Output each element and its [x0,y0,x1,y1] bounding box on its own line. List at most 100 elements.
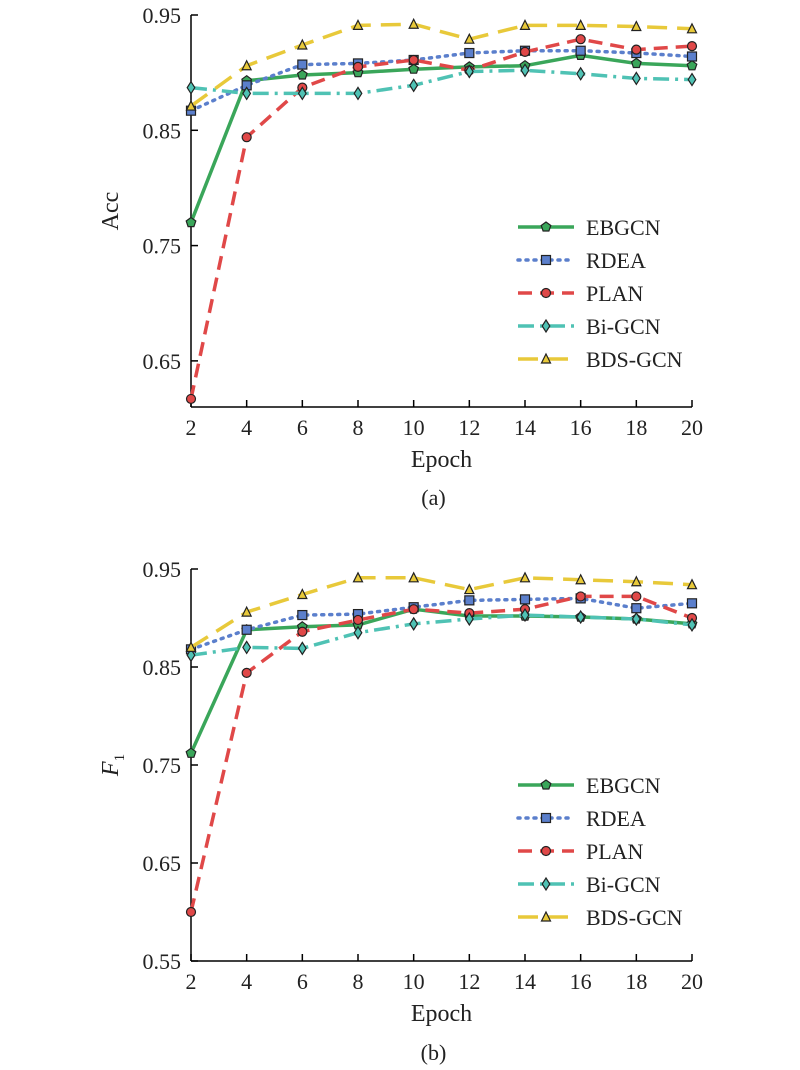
bi-gcn-point-1 [242,86,252,101]
plan-point-9 [686,41,698,52]
bi-gcn-point-7 [576,66,586,81]
series-line [189,596,694,652]
series-line [189,594,693,913]
bi-gcn-point-5 [464,611,474,627]
bds-gcn-point-2 [296,588,308,600]
series-line [190,613,693,657]
bds-gcn-point-3 [352,19,364,30]
x-tick-label: 14 [514,415,536,440]
x-tick-label: 18 [625,969,647,994]
x-tick-label: 18 [625,415,647,440]
ebgcn-point-0 [185,216,197,228]
x-tick-label: 10 [403,969,425,994]
rdea-point-1 [241,624,252,635]
legend-label: BDS-GCN [586,905,683,930]
plan-point-4 [408,604,419,615]
legend-label: BDS-GCN [586,347,683,372]
x-tick-label: 14 [514,969,536,994]
bds-gcn-point-6 [519,19,531,30]
legend-label: Bi-GCN [586,314,661,339]
x-tick-label: 4 [241,969,252,994]
legend-bi-gcn-point-0 [541,318,551,334]
ebgcn-point-4 [408,63,420,74]
x-tick-label: 12 [458,415,480,440]
bds-gcn-point-9 [686,22,698,34]
y-tick-label: 0.85 [143,655,182,680]
bds-gcn-point-5 [463,32,475,44]
plan-point-3 [352,61,364,72]
y-tick-label: 0.75 [143,753,182,778]
rdea-point-9 [686,51,698,62]
legend-plan-point-0 [540,845,552,857]
chart-panel-a: 0.65 0.75 0.85 0.95 2 4 6 8 10 12 14 16 18 20 Epoch Acc… [98,3,703,510]
bi-gcn-point-6 [520,63,530,78]
y-axis-title: Acc [98,192,124,231]
bds-gcn-point-0 [185,641,197,653]
ebgcn-point-9 [686,59,698,71]
x-tick-label: 4 [241,415,252,440]
legend-bds-gcn-point-0 [540,352,552,364]
series-bds-gcn [185,571,698,653]
bi-gcn-point-3 [353,86,363,101]
plan-point-4 [408,54,419,66]
legend-rdea-point-0 [540,812,552,824]
bds-gcn-point-4 [408,571,420,583]
panel-caption: (b) [421,1040,447,1065]
bi-gcn-point-8 [631,611,641,627]
y-tick-label: 0.55 [143,949,182,974]
bi-gcn-point-2 [297,86,307,101]
legend-label: EBGCN [586,773,661,798]
series-line [190,576,693,649]
series-line [189,48,694,113]
rdea-point-7 [575,45,586,56]
legend-label: PLAN [586,281,644,306]
bi-gcn-point-9 [687,72,697,87]
bi-gcn-point-1 [242,640,252,655]
bi-gcn-point-8 [631,71,641,86]
x-tick-label: 6 [297,969,308,994]
y-axis-title: F1 [98,754,128,777]
plan-point-3 [352,614,364,626]
bi-gcn-point-7 [576,609,586,625]
series-bi-gcn [186,607,697,663]
legend-ebgcn-point-0 [540,221,552,232]
panel-caption: (a) [421,485,445,510]
legend-bi-gcn-point-0 [541,876,551,892]
series-ebgcn [185,603,698,758]
x-tick-label: 2 [186,969,197,994]
plan-point-8 [631,591,642,602]
x-tick-label: 16 [570,969,592,994]
ebgcn-point-8 [630,57,642,69]
y-tick-label: 0.85 [143,118,182,143]
bi-gcn-point-3 [353,625,363,640]
rdea-point-2 [297,59,308,70]
rdea-point-6 [519,594,531,605]
bds-gcn-point-7 [575,19,587,30]
series-plan [185,591,698,918]
plan-point-1 [241,132,252,143]
legend-label: PLAN [586,839,644,864]
rdea-point-5 [464,47,475,59]
rdea-point-5 [464,595,475,606]
legend-rdea-point-0 [540,254,552,266]
legend: EBGCN RDEA PLAN Bi-GCN BDS-GCN [516,215,683,372]
bi-gcn-point-4 [409,616,419,632]
y-tick-label: 0.95 [143,557,182,582]
legend-label: RDEA [586,248,646,273]
plan-point-1 [241,667,252,678]
plan-point-7 [575,34,586,45]
y-tick-label: 0.95 [143,3,182,28]
series-bi-gcn [186,63,697,101]
plan-point-0 [185,393,197,405]
bds-gcn-point-7 [575,573,587,585]
legend-label: Bi-GCN [586,872,661,897]
x-tick-label: 10 [403,415,425,440]
series-line [189,22,693,108]
x-tick-label: 2 [186,415,197,440]
y-tick-label: 0.75 [143,234,182,259]
x-tick-label: 12 [458,969,480,994]
series-line [190,68,693,96]
bds-gcn-point-6 [519,571,531,583]
ebgcn-point-2 [296,69,308,80]
chart-panel-b: 0.55 0.65 0.75 0.85 0.95 2 4 6 8 10 12 14 16 18 20 Epoc… [98,557,703,1065]
